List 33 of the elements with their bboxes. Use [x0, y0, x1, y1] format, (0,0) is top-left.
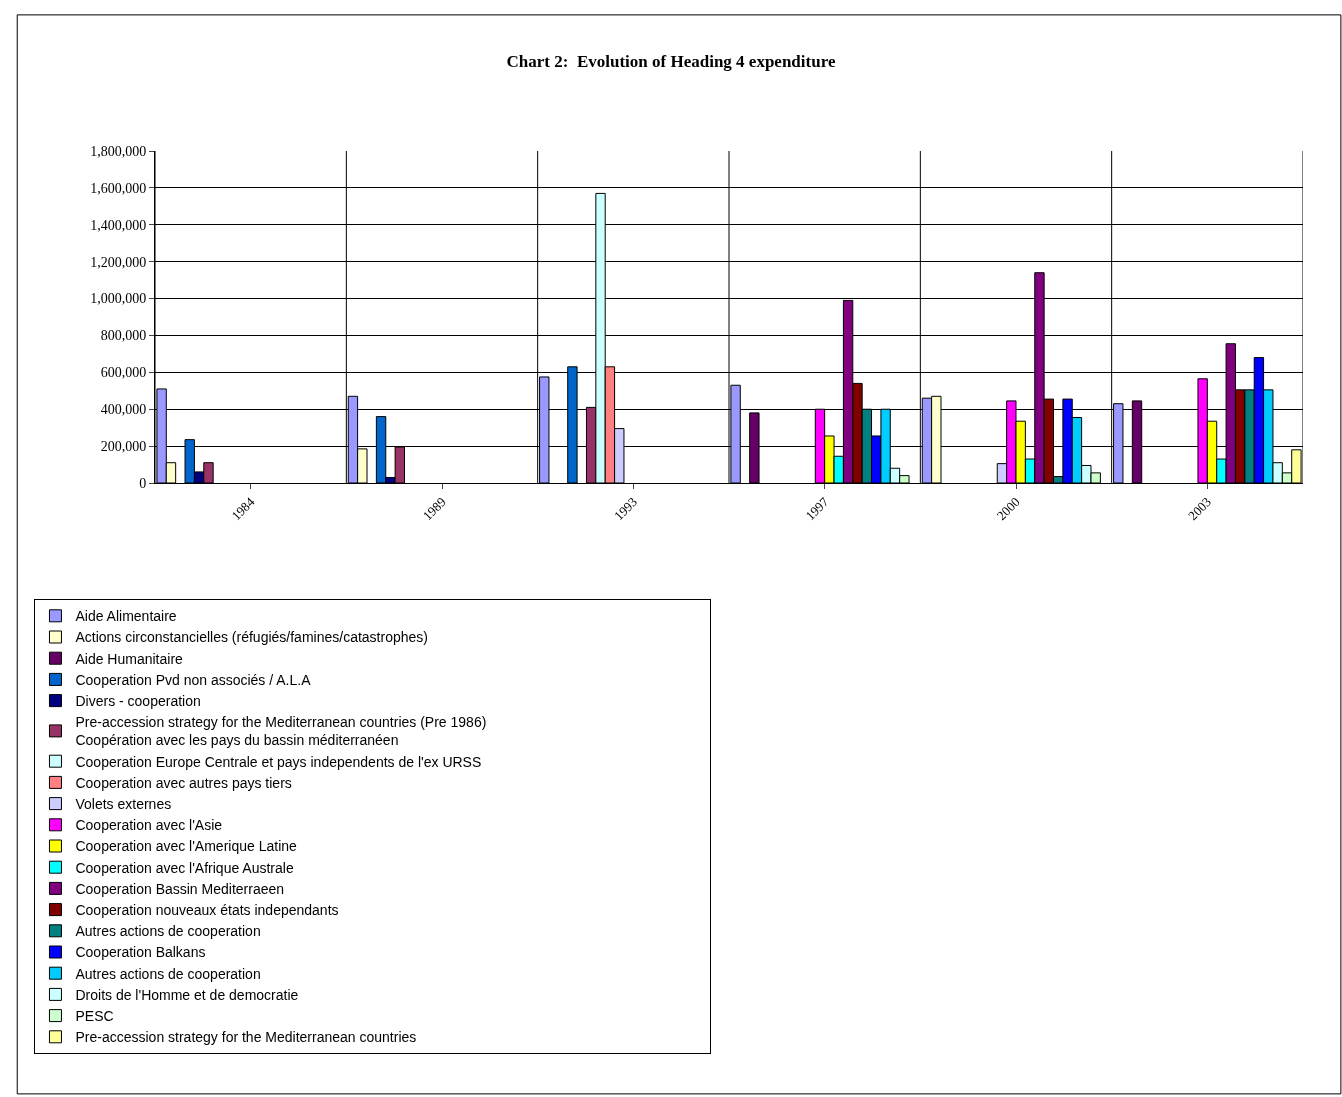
y-tick-label: 0: [139, 475, 147, 491]
legend-label: Autres actions de cooperation: [75, 923, 261, 940]
legend-label: Cooperation avec l'Afrique Australe: [75, 859, 294, 876]
legend-label: Aide Alimentaire: [75, 608, 177, 625]
legend-label: Cooperation Europe Centrale et pays independents de l'ex URSS: [75, 753, 482, 770]
legend-label: Cooperation avec autres pays tiers: [75, 774, 292, 791]
y-tick-label: 1,400,000: [90, 217, 147, 233]
legend-label: Volets externes: [75, 796, 172, 813]
y-tick-label: 1,600,000: [90, 180, 147, 196]
y-tick-label: 1,000,000: [90, 291, 147, 307]
legend-label: Autres actions de cooperation: [75, 965, 261, 982]
legend-label: PESC: [75, 1008, 114, 1025]
y-tick-label: 200,000: [100, 439, 147, 455]
legend-label: Cooperation Balkans: [75, 944, 206, 961]
y-tick-label: 1,800,000: [90, 143, 147, 159]
x-tick-label: 1989: [419, 494, 449, 524]
y-tick-label: 1,200,000: [90, 254, 147, 270]
legend-label: Droits de l'Homme et de democratie: [75, 986, 299, 1003]
legend-label: Pre-accession strategy for the Mediterranean countries: [75, 1029, 417, 1046]
x-tick-label: 1993: [611, 494, 641, 524]
legend-label: Cooperation nouveaux états independants: [75, 902, 339, 919]
legend-label: Cooperation avec l'Amerique Latine: [75, 838, 298, 855]
legend-label: Pre-accession strategy for the Mediterranean countries (Pre 1986) Coopération avec les pays du bassin méditerranéen: [75, 714, 487, 749]
y-tick-label: 400,000: [100, 402, 147, 418]
legend-label: Actions circonstancielles (réfugiés/famines/catastrophes): [75, 629, 428, 646]
chart-title: Chart 2: Evolution of Heading 4 expenditure: [506, 51, 836, 71]
legend-label: Cooperation avec l'Asie: [75, 817, 223, 834]
legend-label: Cooperation Pvd non associés / A.L.A: [75, 671, 312, 688]
legend-label: Divers - cooperation: [75, 693, 201, 710]
y-tick-label: 800,000: [100, 328, 147, 344]
y-tick-label: 600,000: [100, 365, 147, 381]
legend-label: Aide Humanitaire: [75, 650, 184, 667]
legend-label: Cooperation Bassin Mediterraeen: [75, 880, 285, 897]
